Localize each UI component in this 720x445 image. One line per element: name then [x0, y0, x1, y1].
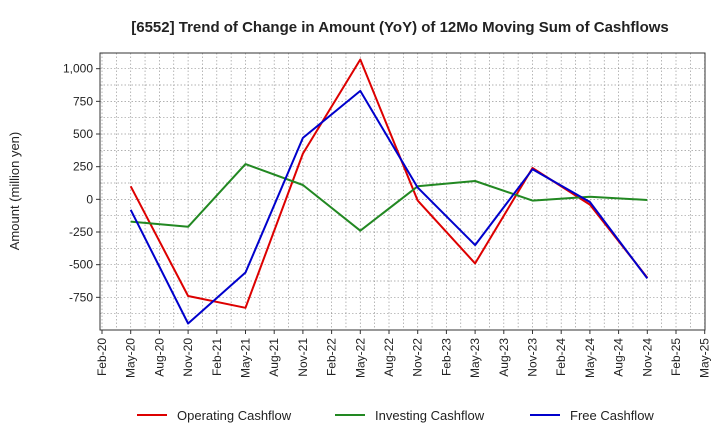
x-tick-label: Aug-22	[382, 338, 396, 377]
x-tick-label: Aug-24	[612, 338, 626, 377]
y-axis-label: Amount (million yen)	[7, 132, 22, 251]
x-tick-label: Nov-23	[526, 338, 540, 377]
legend: Operating Cashflow Investing Cashflow Free…	[137, 408, 654, 423]
y-tick-label: 750	[73, 94, 93, 108]
grid	[100, 53, 706, 331]
y-tick-label: -250	[69, 225, 93, 239]
x-tick-label: Feb-24	[554, 338, 568, 376]
x-tick-label: Nov-20	[181, 338, 195, 377]
x-tick-label: Feb-20	[95, 338, 109, 376]
x-tick-label: May-24	[583, 338, 597, 378]
legend-label-operating-cashflow: Operating Cashflow	[177, 408, 292, 423]
x-tick-label: Aug-23	[497, 338, 511, 377]
x-axis-ticks: Feb-20 May-20 Aug-20 Nov-20 Feb-21 May-21 Aug-…	[95, 330, 712, 378]
x-tick-label: Aug-20	[152, 338, 166, 377]
x-tick-label: May-21	[239, 338, 253, 378]
chart-title: [6552] Trend of Change in Amount (YoY) o…	[131, 19, 669, 36]
y-tick-label: 1,000	[63, 62, 93, 76]
x-tick-label: Feb-21	[210, 338, 224, 376]
x-tick-label: Nov-21	[296, 338, 310, 377]
y-tick-label: 250	[73, 160, 93, 174]
y-axis-ticks: -750 -500 -250 0 250 500 750 1,000	[63, 62, 100, 304]
x-tick-label: Nov-24	[640, 338, 654, 377]
series	[129, 58, 649, 325]
y-tick-label: -500	[69, 258, 93, 272]
x-tick-label: Feb-22	[325, 338, 339, 376]
y-tick-label: 0	[86, 192, 93, 206]
x-tick-label: Feb-23	[439, 338, 453, 376]
y-tick-label: -750	[69, 290, 93, 304]
x-tick-label: Nov-22	[411, 338, 425, 377]
plot-area-border	[99, 52, 706, 331]
x-tick-label: Aug-21	[267, 338, 281, 377]
x-tick-label: May-25	[698, 338, 712, 378]
x-tick-label: May-22	[353, 338, 367, 378]
y-tick-label: 500	[73, 127, 93, 141]
x-tick-label: May-20	[124, 338, 138, 378]
series-line-investing-cashflow	[130, 163, 648, 232]
series-line-free-cashflow	[129, 89, 649, 325]
x-tick-label: May-23	[468, 338, 482, 378]
x-tick-label: Feb-25	[669, 338, 683, 376]
legend-label-investing-cashflow: Investing Cashflow	[375, 408, 485, 423]
legend-label-free-cashflow: Free Cashflow	[570, 408, 654, 423]
